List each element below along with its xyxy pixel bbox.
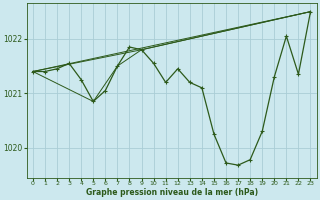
X-axis label: Graphe pression niveau de la mer (hPa): Graphe pression niveau de la mer (hPa): [86, 188, 258, 197]
